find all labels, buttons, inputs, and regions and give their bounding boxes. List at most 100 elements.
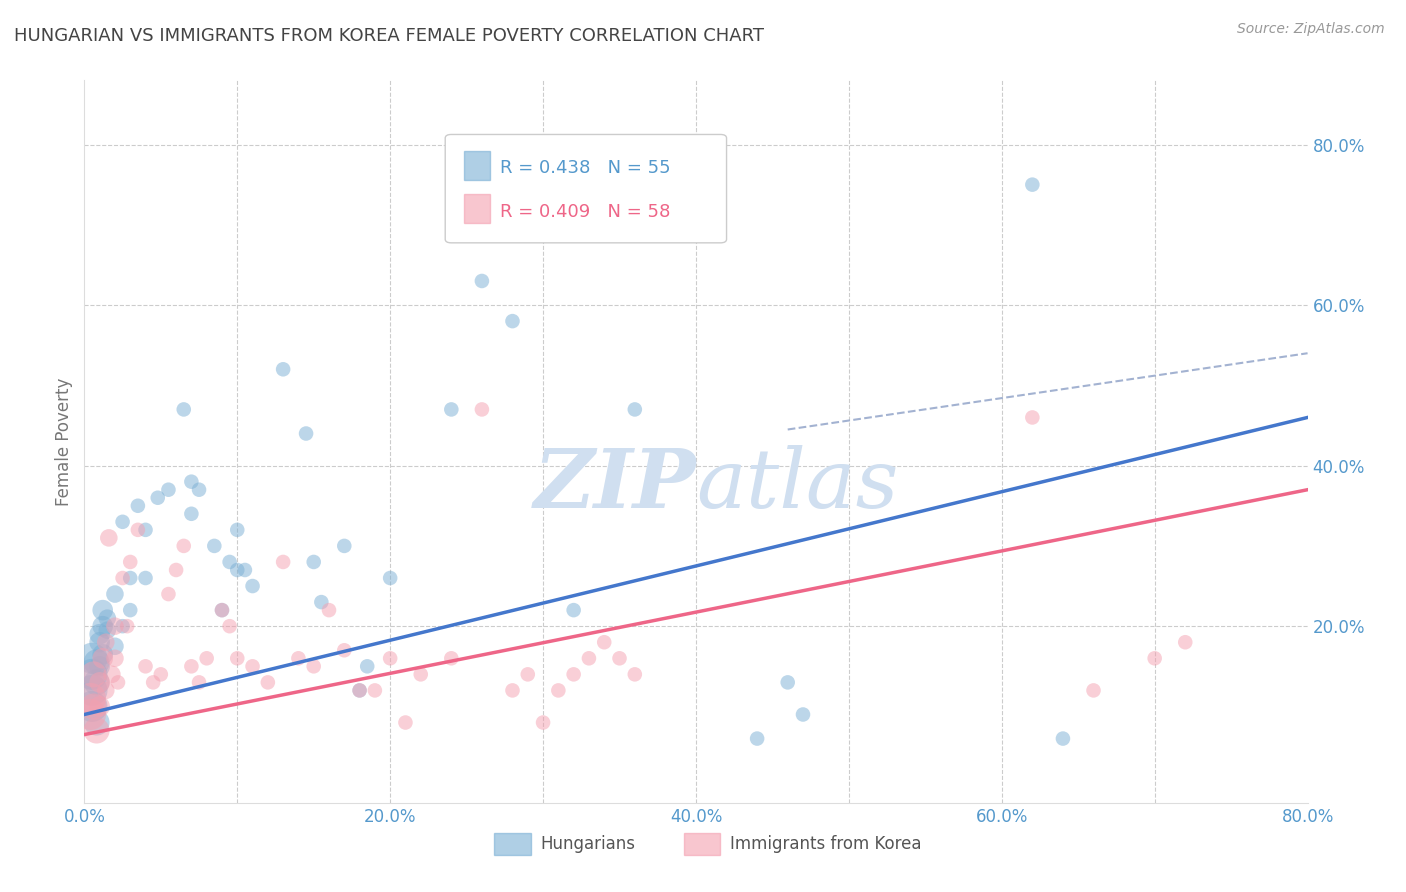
Point — [242, 659, 264, 673]
Point — [146, 491, 169, 505]
Point — [149, 667, 172, 681]
Point — [562, 603, 585, 617]
Point — [531, 715, 554, 730]
Point — [502, 683, 524, 698]
Point — [111, 571, 134, 585]
Point — [776, 675, 799, 690]
Point — [502, 314, 524, 328]
Point — [1052, 731, 1074, 746]
Point — [1021, 178, 1043, 192]
Point — [83, 667, 105, 681]
Point — [127, 523, 149, 537]
Point — [86, 675, 108, 690]
Point — [440, 651, 463, 665]
Point — [409, 667, 432, 681]
Point — [1021, 410, 1043, 425]
Point — [1174, 635, 1197, 649]
Point — [101, 667, 124, 681]
Point — [96, 611, 118, 625]
Point — [578, 651, 600, 665]
Text: Source: ZipAtlas.com: Source: ZipAtlas.com — [1237, 22, 1385, 37]
Point — [94, 635, 117, 649]
Point — [91, 651, 114, 665]
Point — [89, 675, 111, 690]
Point — [1083, 683, 1105, 698]
Point — [142, 675, 165, 690]
Point — [380, 651, 402, 665]
Point — [180, 475, 202, 489]
Bar — [494, 833, 531, 855]
Point — [218, 619, 240, 633]
Point — [111, 619, 134, 633]
Point — [94, 683, 117, 698]
Point — [91, 619, 114, 633]
FancyBboxPatch shape — [446, 135, 727, 243]
Point — [165, 563, 187, 577]
Point — [104, 587, 127, 601]
Point — [80, 683, 103, 698]
Point — [104, 639, 127, 653]
Point — [180, 659, 202, 673]
Point — [115, 619, 138, 633]
Point — [120, 571, 142, 585]
Point — [89, 627, 111, 641]
Point — [135, 659, 157, 673]
Point — [242, 579, 264, 593]
Point — [188, 675, 211, 690]
Point — [547, 683, 569, 698]
Point — [83, 699, 105, 714]
Point — [188, 483, 211, 497]
Point — [593, 635, 616, 649]
Point — [97, 531, 120, 545]
Point — [1143, 651, 1166, 665]
Point — [333, 643, 356, 657]
Point — [380, 571, 402, 585]
Point — [157, 587, 180, 601]
Point — [747, 731, 769, 746]
Point — [349, 683, 371, 698]
Point — [364, 683, 387, 698]
Point — [792, 707, 814, 722]
Point — [287, 651, 309, 665]
Point — [180, 507, 202, 521]
Text: ZIP: ZIP — [533, 445, 696, 524]
Point — [91, 603, 114, 617]
Text: R = 0.409   N = 58: R = 0.409 N = 58 — [501, 202, 671, 221]
Point — [80, 667, 103, 681]
Bar — [683, 833, 720, 855]
Point — [96, 623, 118, 637]
Point — [302, 555, 325, 569]
Point — [107, 675, 129, 690]
Text: atlas: atlas — [696, 445, 898, 524]
Point — [333, 539, 356, 553]
Point — [135, 523, 157, 537]
Point — [211, 603, 233, 617]
Point — [624, 667, 647, 681]
Point — [104, 619, 127, 633]
Point — [609, 651, 631, 665]
Point — [624, 402, 647, 417]
Point — [271, 362, 294, 376]
Point — [440, 402, 463, 417]
Point — [89, 635, 111, 649]
Point — [91, 648, 114, 662]
Point — [302, 659, 325, 673]
Point — [318, 603, 340, 617]
Point — [157, 483, 180, 497]
Point — [127, 499, 149, 513]
Point — [516, 667, 538, 681]
Point — [120, 555, 142, 569]
Point — [471, 402, 494, 417]
Point — [218, 555, 240, 569]
Point — [80, 699, 103, 714]
Text: Hungarians: Hungarians — [541, 835, 636, 853]
Point — [89, 699, 111, 714]
Point — [226, 523, 249, 537]
Point — [89, 659, 111, 673]
Point — [79, 691, 101, 706]
Bar — [464, 194, 491, 223]
Point — [562, 667, 585, 681]
Point — [111, 515, 134, 529]
Point — [173, 539, 195, 553]
Text: R = 0.438   N = 55: R = 0.438 N = 55 — [501, 160, 671, 178]
